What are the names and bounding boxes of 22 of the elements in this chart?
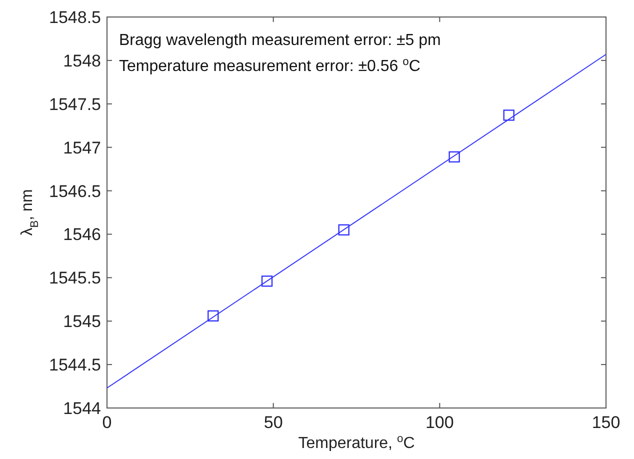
point [448,151,460,162]
point [503,110,514,121]
x-axis-title: Temperature, $^{o}$C [298,433,415,452]
y-tick-label: 1545.5 [49,268,101,288]
y-tick-label: 1544 [63,399,101,418]
point [338,224,350,236]
y-tick-label: 1544.5 [49,356,101,375]
y-tick-label: 1545 [63,312,101,332]
point [208,310,219,322]
y-tick-label: 1547.5 [49,94,101,114]
point [261,276,273,287]
y-tick-label: 1546.5 [49,182,101,201]
x-tick-label: 150 [592,413,620,432]
y-tick-label: 1547 [63,138,101,158]
y-tick-label: 1548.5 [49,8,101,27]
x-tick-label: 0 [102,413,112,432]
x-tick-label: 100 [425,413,454,432]
y-tick-label: 1548 [63,51,101,70]
y-tick-label: 1546 [63,225,101,244]
annotation: Bragg wavelength measurement error: ±5 pm [119,32,441,49]
annotation: Temperature measurement error: ±0.56 $^{o}$C [119,56,420,75]
x-tick-label: 50 [264,413,283,432]
